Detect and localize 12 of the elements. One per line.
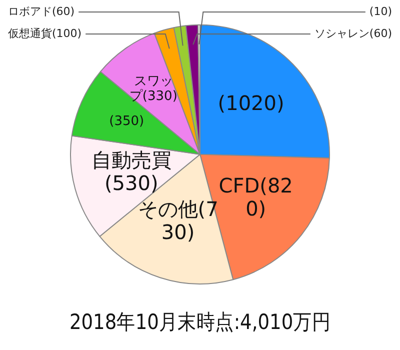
slice-label: その他(730) bbox=[138, 196, 218, 244]
data-label: (1020) bbox=[218, 90, 284, 115]
slice-label: 自動売買 bbox=[91, 148, 172, 172]
data-label: (10) bbox=[369, 4, 392, 18]
data-label: (350) bbox=[109, 114, 144, 130]
slice-label: スワップ(330) bbox=[129, 74, 178, 104]
slice-label: ソシャレン(60) bbox=[314, 26, 392, 40]
slice-label: ロボアド(60) bbox=[8, 4, 75, 18]
text: 2018年10月末時点:4,010万円 bbox=[69, 310, 331, 334]
slice-label: CFD(820) bbox=[218, 173, 293, 220]
slice-label: 仮想通貨(100) bbox=[8, 26, 82, 40]
data-label: (530) bbox=[104, 171, 158, 196]
